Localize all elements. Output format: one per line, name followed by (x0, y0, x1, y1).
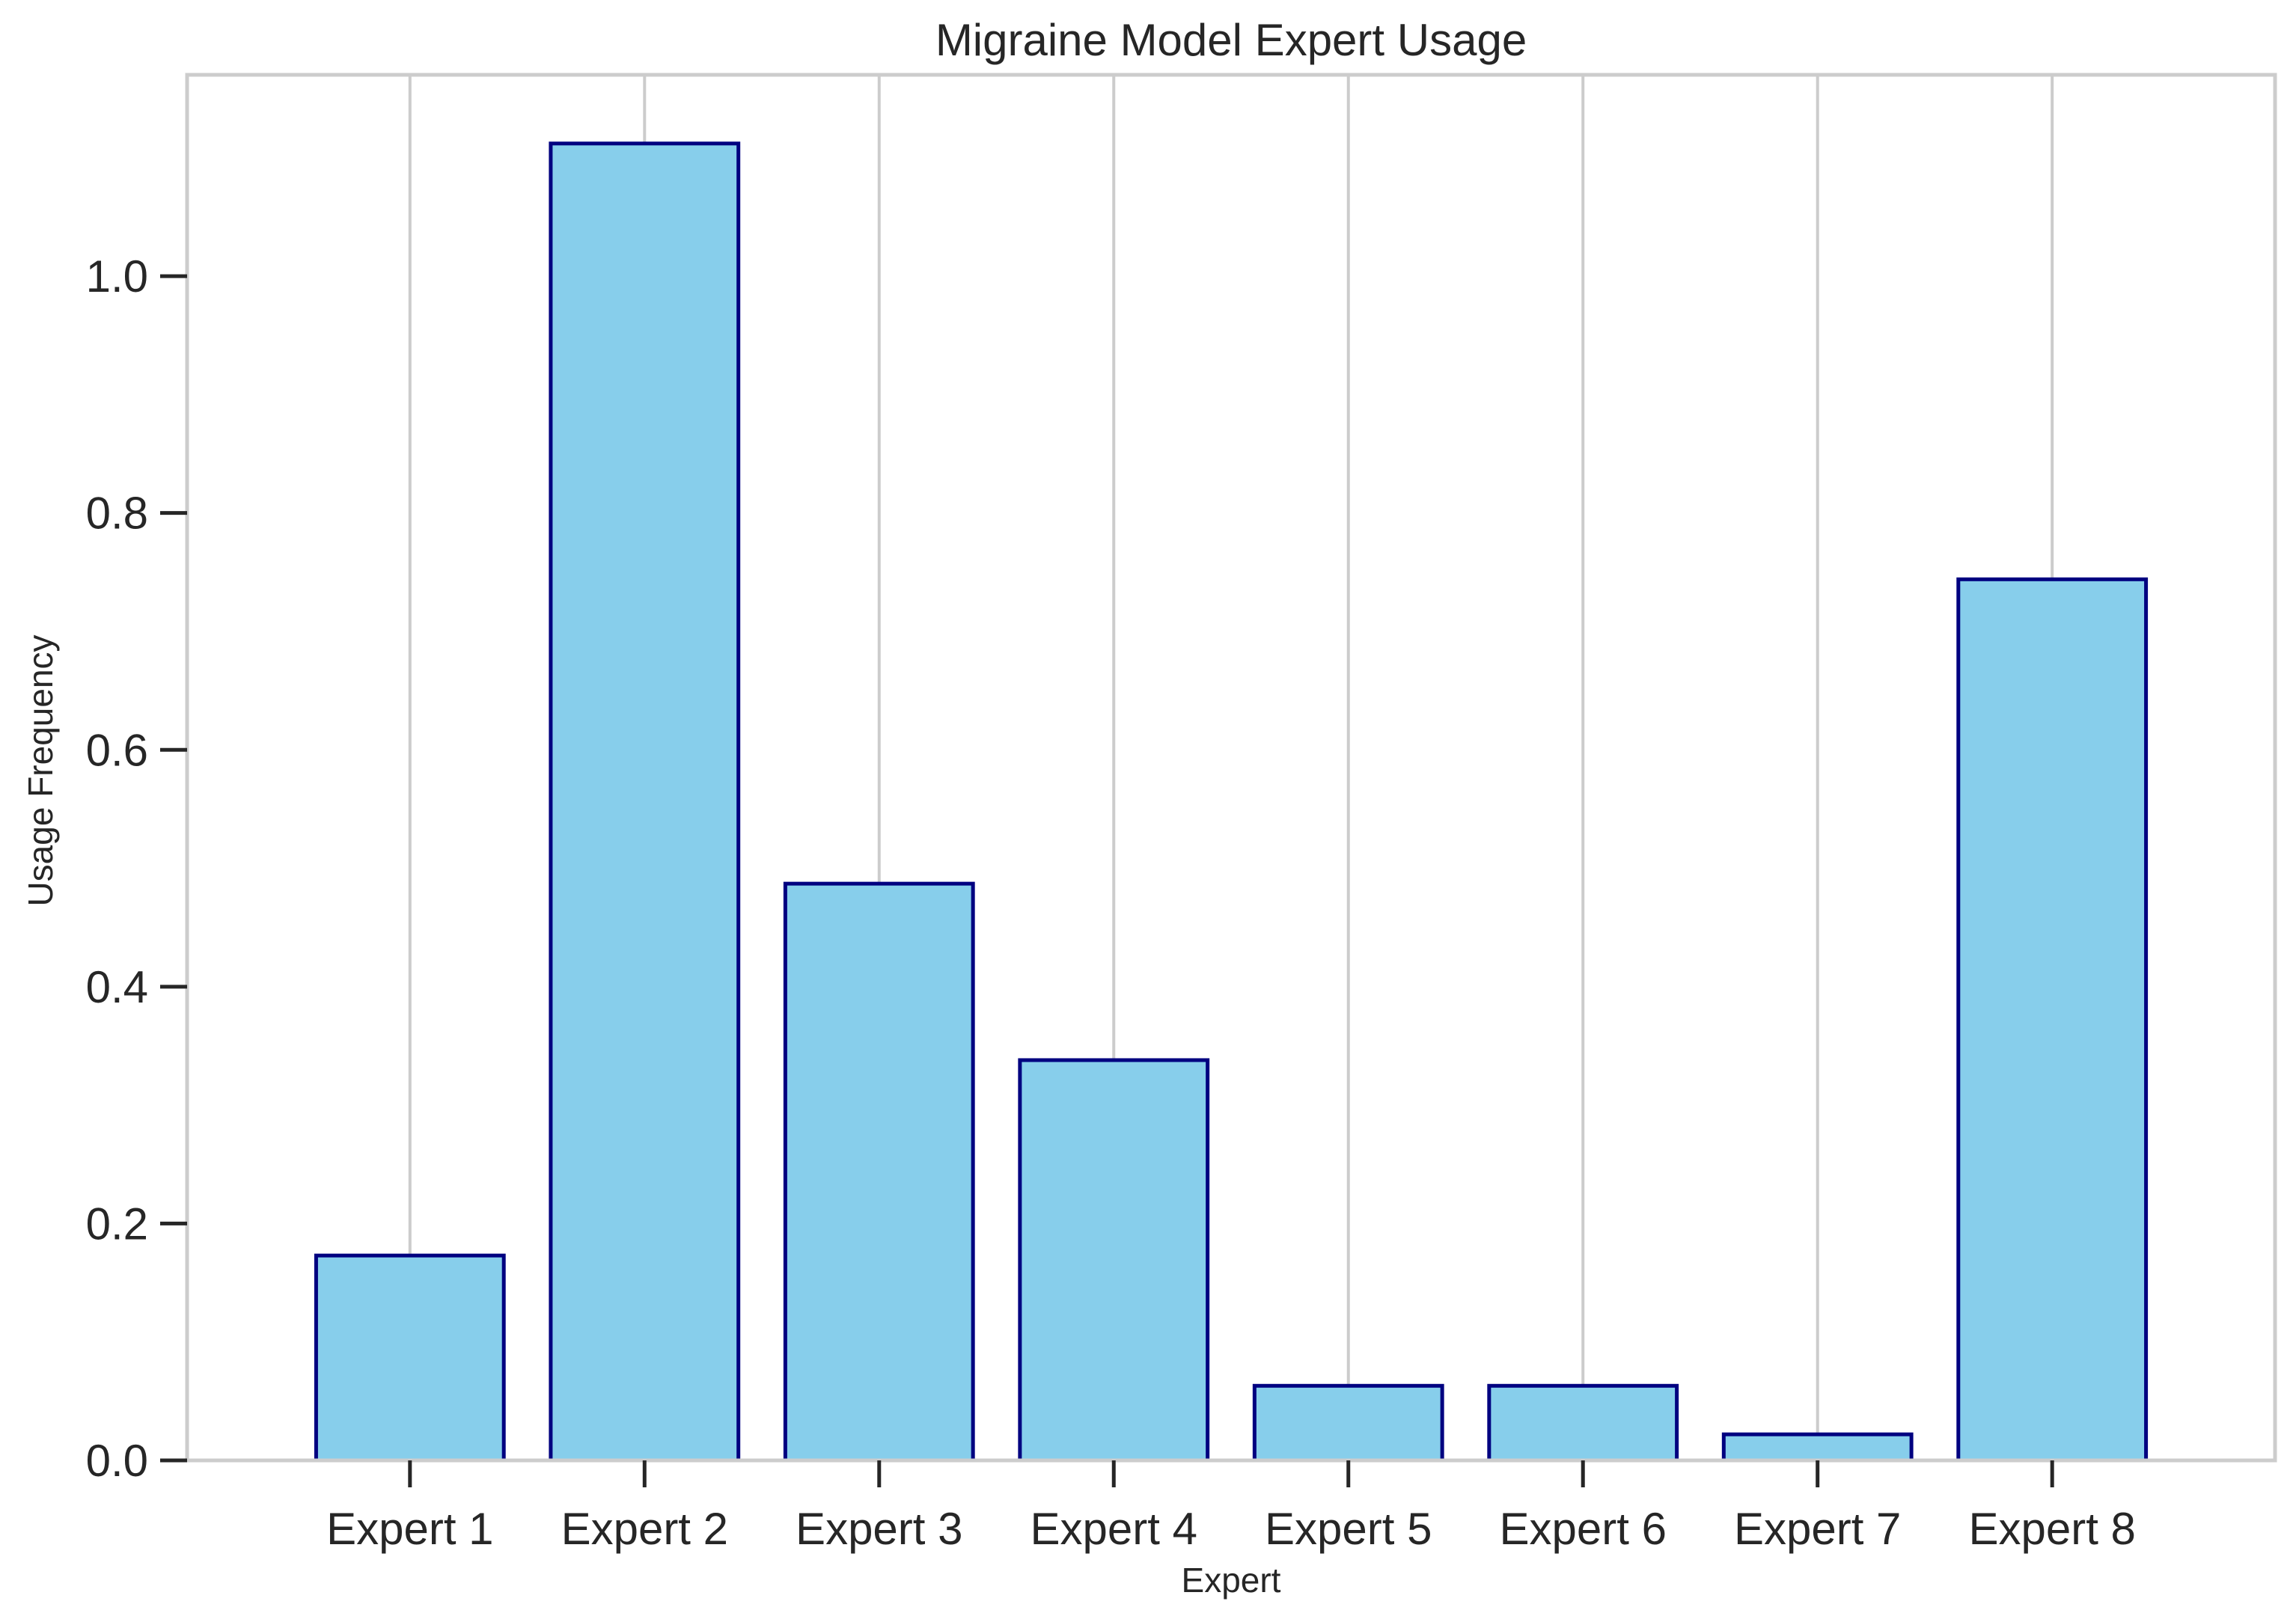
bar (314, 1253, 506, 1463)
y-tick-label: 0.8 (86, 489, 148, 539)
bar (1487, 1383, 1679, 1463)
bar-layer (314, 141, 2149, 1463)
tick-layer: Expert 1 Expert 2 Expert 3 Expert 4 Expert 5… (86, 251, 2136, 1554)
bar (1018, 1058, 1210, 1463)
bar (1721, 1432, 1914, 1463)
bar (549, 141, 741, 1463)
bar (1956, 577, 2149, 1463)
x-tick-label: Expert 2 (561, 1504, 728, 1554)
y-tick-label: 0.2 (86, 1199, 148, 1249)
bar (783, 881, 975, 1463)
x-tick-label: Expert 3 (796, 1504, 962, 1554)
x-tick-label: Expert 5 (1265, 1504, 1432, 1554)
bar (1252, 1383, 1444, 1463)
y-tick-label: 1.0 (86, 251, 148, 302)
chart-title: Migraine Model Expert Usage (935, 15, 1527, 65)
y-tick-label: 0.0 (86, 1436, 148, 1486)
y-axis-label: Usage Frequency (21, 634, 60, 906)
x-axis-label: Expert (1182, 1561, 1281, 1600)
x-tick-label: Expert 1 (326, 1504, 493, 1554)
x-tick-label: Expert 7 (1734, 1504, 1901, 1554)
x-tick-label: Expert 4 (1031, 1504, 1197, 1554)
x-tick-label: Expert 6 (1499, 1504, 1666, 1554)
y-tick-label: 0.4 (86, 962, 148, 1012)
plot-frame (185, 73, 2277, 1463)
y-tick-label: 0.6 (86, 725, 148, 775)
x-tick-label: Expert 8 (1968, 1504, 2135, 1554)
